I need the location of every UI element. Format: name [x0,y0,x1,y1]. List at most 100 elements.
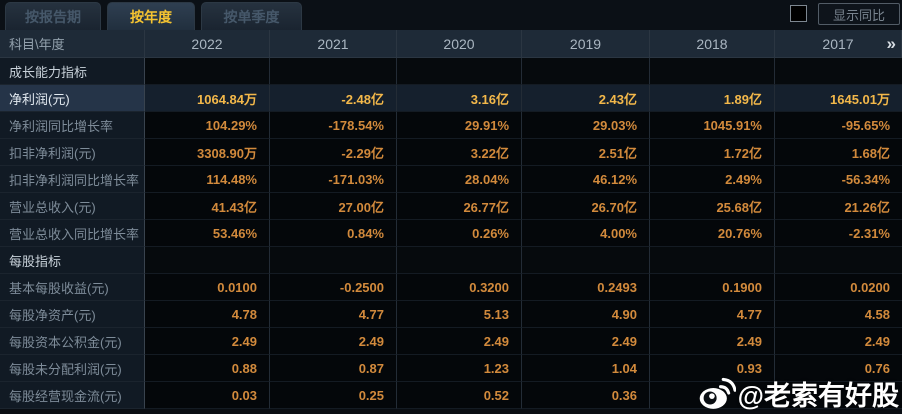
cell-value [522,58,650,85]
cell-value: 5.13 [397,301,522,328]
cell-value: 3.22亿 [397,139,522,166]
cell-value: 4.00% [522,220,650,247]
cell-value: -2.31% [775,220,902,247]
cell-value [650,247,775,274]
row-label: 净利润(元) [0,85,145,112]
cell-value: 29.91% [397,112,522,139]
cell-value [775,58,902,85]
table-row: 每股经营现金流(元) 0.03 0.25 0.52 0.36 [0,382,902,409]
cell-value [775,247,902,274]
tab-bar: 按报告期 按年度 按单季度 显示同比 [0,0,902,30]
cell-value: 1064.84万 [145,85,270,112]
cell-value: 2.49 [775,328,902,355]
year-label: 2021 [317,35,349,52]
row-label: 每股未分配利润(元) [0,355,145,382]
tab-by-quarter[interactable]: 按单季度 [201,2,302,30]
cell-value [650,58,775,85]
cell-value: 114.48% [145,166,270,193]
cell-value: 0.03 [145,382,270,409]
year-label: 2020 [443,35,475,52]
table-row: 扣非净利润(元) 3308.90万 -2.29亿 3.22亿 2.51亿 1.72亿 1.6… [0,139,902,166]
cell-value: 0.84% [270,220,397,247]
cell-value [650,382,775,409]
cell-value: 1045.91% [650,112,775,139]
corner-label: 科目\年度 [0,30,145,58]
cell-value: 0.52 [397,382,522,409]
cell-value [397,58,522,85]
cell-value: 1.68亿 [775,139,902,166]
cell-value [270,247,397,274]
cell-value: 53.46% [145,220,270,247]
cell-value [522,247,650,274]
year-label: 2018 [696,35,728,52]
cell-value: 2.51亿 [522,139,650,166]
year-header-2022: 2022 [145,30,270,58]
year-header-2019: 2019 [522,30,650,58]
row-label: 每股净资产(元) [0,301,145,328]
cell-value: 0.0200 [775,274,902,301]
cell-value: 0.1900 [650,274,775,301]
cell-value: 1.72亿 [650,139,775,166]
table-row: 净利润(元) 1064.84万 -2.48亿 3.16亿 2.43亿 1.89亿 1645.… [0,85,902,112]
row-label: 扣非净利润同比增长率 [0,166,145,193]
row-label: 营业总收入同比增长率 [0,220,145,247]
table-row: 营业总收入(元) 41.43亿 27.00亿 26.77亿 26.70亿 25.68亿 21… [0,193,902,220]
cell-value: 41.43亿 [145,193,270,220]
table-row: 每股净资产(元) 4.78 4.77 5.13 4.90 4.77 4.58 [0,301,902,328]
cell-value: 26.70亿 [522,193,650,220]
cell-value: 0.26% [397,220,522,247]
table-row: 成长能力指标 [0,58,902,85]
cell-value: 25.68亿 [650,193,775,220]
cell-value [775,382,902,409]
cell-value: 20.76% [650,220,775,247]
cell-value: -0.2500 [270,274,397,301]
tab-by-year[interactable]: 按年度 [107,2,195,30]
cell-value: -171.03% [270,166,397,193]
cell-value [145,247,270,274]
cell-value: 2.49 [145,328,270,355]
table-row: 净利润同比增长率 104.29% -178.54% 29.91% 29.03% 1045.… [0,112,902,139]
table-row: 扣非净利润同比增长率 114.48% -171.03% 28.04% 46.12% 2.4… [0,166,902,193]
tab-by-report-period[interactable]: 按报告期 [5,2,101,30]
cell-value: 28.04% [397,166,522,193]
cell-value: 1.89亿 [650,85,775,112]
cell-value: 1.23 [397,355,522,382]
more-years-icon[interactable]: » [886,33,896,53]
cell-value: 4.58 [775,301,902,328]
cell-value: -56.34% [775,166,902,193]
cell-value: 0.93 [650,355,775,382]
row-label: 成长能力指标 [0,58,145,85]
cell-value: 27.00亿 [270,193,397,220]
cell-value: 4.77 [270,301,397,328]
row-label: 基本每股收益(元) [0,274,145,301]
cell-value: 1645.01万 [775,85,902,112]
cell-value: 4.90 [522,301,650,328]
cell-value: 2.49 [397,328,522,355]
cell-value: 3.16亿 [397,85,522,112]
row-label: 每股资本公积金(元) [0,328,145,355]
show-yoy-checkbox[interactable] [790,5,807,22]
cell-value: 46.12% [522,166,650,193]
cell-value: 0.87 [270,355,397,382]
financial-table: 科目\年度 2022 2021 2020 2019 2018 2017 » 成长能力指标 净利润(… [0,30,902,409]
table-row: 每股未分配利润(元) 0.88 0.87 1.23 1.04 0.93 0.76 [0,355,902,382]
cell-value: 0.0100 [145,274,270,301]
year-header-2021: 2021 [270,30,397,58]
cell-value: 0.88 [145,355,270,382]
table-row: 每股资本公积金(元) 2.49 2.49 2.49 2.49 2.49 2.49 [0,328,902,355]
cell-value: 3308.90万 [145,139,270,166]
cell-value [145,58,270,85]
cell-value: -2.29亿 [270,139,397,166]
cell-value: 0.76 [775,355,902,382]
cell-value: 4.77 [650,301,775,328]
cell-value: -178.54% [270,112,397,139]
row-label: 每股指标 [0,247,145,274]
cell-value: 0.36 [522,382,650,409]
cell-value: 29.03% [522,112,650,139]
show-yoy-label[interactable]: 显示同比 [818,3,900,25]
cell-value: 26.77亿 [397,193,522,220]
cell-value: 1.04 [522,355,650,382]
year-label: 2022 [191,35,223,52]
cell-value: 2.49 [650,328,775,355]
cell-value: 2.43亿 [522,85,650,112]
